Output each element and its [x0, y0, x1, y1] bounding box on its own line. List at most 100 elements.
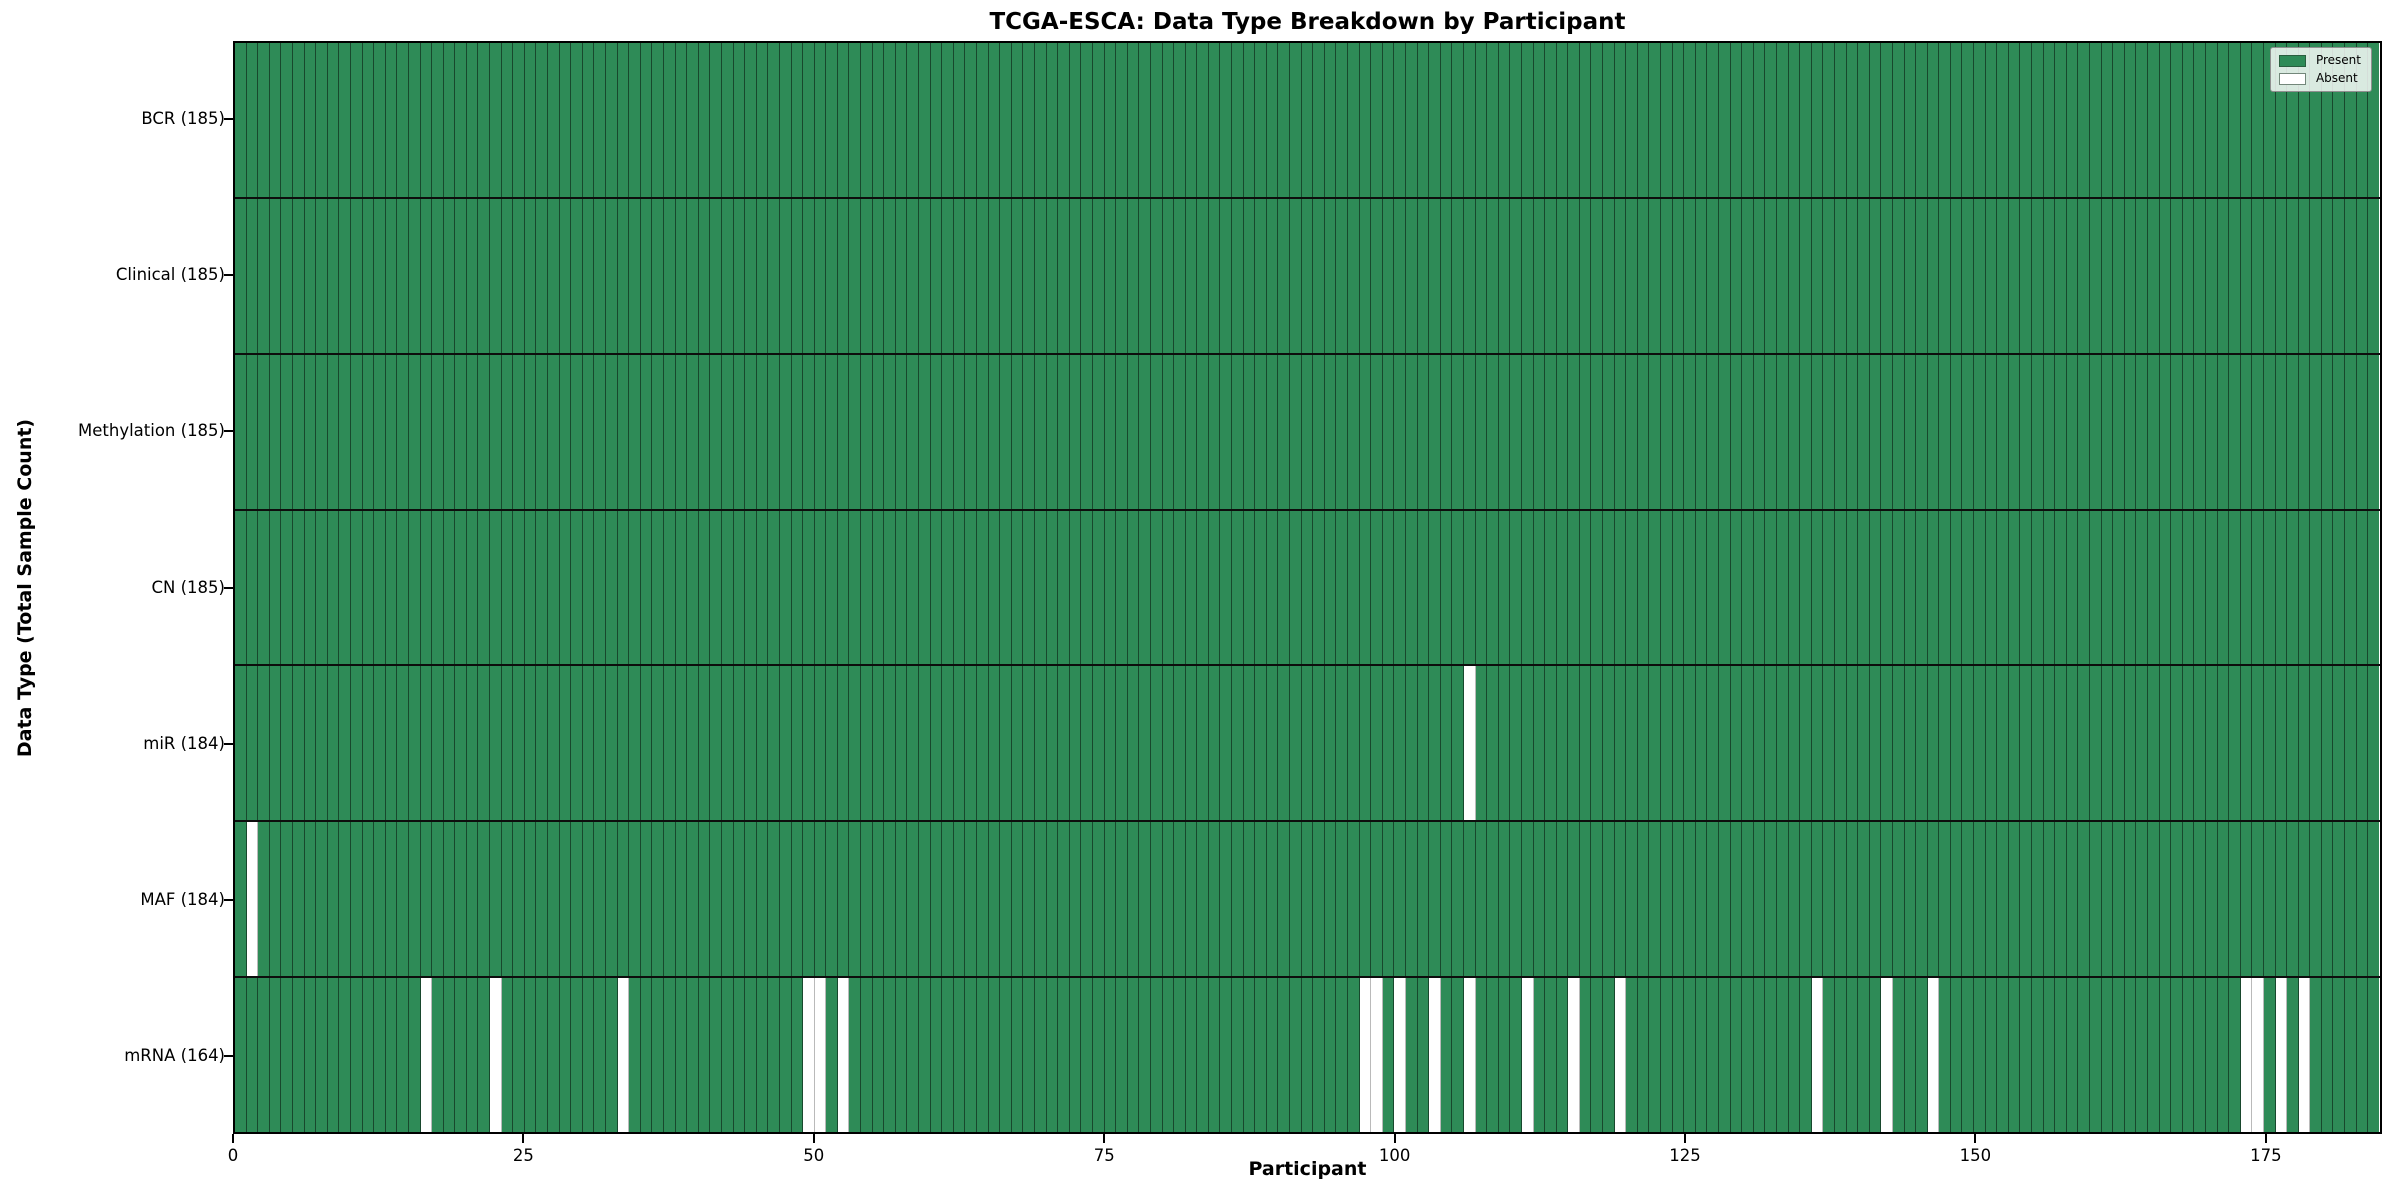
- heatmap-cell: [2368, 978, 2379, 1133]
- heatmap-cell: [1614, 43, 1627, 197]
- heatmap-cell: [1475, 198, 1488, 353]
- heatmap-cell: [1811, 510, 1824, 665]
- heatmap-cell: [1475, 510, 1488, 665]
- heatmap-cell: [1637, 510, 1650, 665]
- heatmap-cell: [2229, 510, 2241, 665]
- heatmap-cell: [1336, 354, 1348, 509]
- heatmap-cell: [2368, 666, 2379, 821]
- x-tick-label: 150: [1959, 1146, 1992, 1165]
- heatmap-cell: [1753, 43, 1766, 197]
- heatmap-cell: [1545, 510, 1557, 665]
- heatmap-cell: [1382, 354, 1395, 509]
- heatmap-cell: [455, 198, 467, 353]
- heatmap-cell: [420, 510, 433, 665]
- heatmap-cell: [1185, 822, 1198, 977]
- heatmap-cell: [1498, 510, 1511, 665]
- heatmap-cell: [1695, 822, 1708, 977]
- heatmap-cell: [582, 354, 595, 509]
- heatmap-cell: [1892, 198, 1905, 353]
- heatmap-cell: [1208, 666, 1221, 821]
- heatmap-cell: [977, 510, 989, 665]
- heatmap-cell: [1440, 43, 1453, 197]
- heatmap-cell: [1046, 510, 1059, 665]
- heatmap-cell: [617, 510, 630, 665]
- heatmap-cell: [2182, 666, 2195, 821]
- heatmap-cell: [2090, 510, 2102, 665]
- heatmap-cell: [1104, 978, 1117, 1133]
- heatmap-cell: [837, 43, 850, 197]
- heatmap-cell: [1649, 354, 1662, 509]
- heatmap-cell: [1348, 510, 1360, 665]
- heatmap-cell: [687, 822, 699, 977]
- heatmap-cell: [1950, 354, 1963, 509]
- x-tick-label: 125: [1669, 1146, 1701, 1165]
- heatmap-cell: [1058, 510, 1070, 665]
- heatmap-cell: [2252, 666, 2264, 821]
- heatmap-cell: [2298, 822, 2311, 977]
- heatmap-cell: [1023, 666, 1035, 821]
- heatmap-cell: [837, 198, 850, 353]
- heatmap-cell: [1487, 978, 1499, 1133]
- heatmap-cell: [1521, 822, 1534, 977]
- heatmap-cell: [339, 978, 351, 1133]
- heatmap-cell: [1985, 822, 1998, 977]
- heatmap-cell: [1162, 510, 1175, 665]
- heatmap-cell: [548, 666, 560, 821]
- heatmap-cell: [1266, 666, 1279, 821]
- heatmap-cell: [1081, 354, 1093, 509]
- y-tick-label: Methylation (185): [78, 421, 225, 441]
- heatmap-cell: [350, 510, 363, 665]
- heatmap-cell: [2055, 978, 2067, 1133]
- heatmap-cell: [1232, 510, 1244, 665]
- heatmap-cell: [1985, 978, 1998, 1133]
- heatmap-cell: [1127, 510, 1140, 665]
- heatmap-cell: [652, 510, 664, 665]
- heatmap-cell: [1591, 354, 1604, 509]
- heatmap-cell: [675, 354, 688, 509]
- heatmap-cell: [687, 198, 699, 353]
- heatmap-cell: [1405, 198, 1418, 353]
- heatmap-cell: [1545, 43, 1557, 197]
- heatmap-cell: [478, 43, 491, 197]
- heatmap-cell: [1834, 510, 1847, 665]
- heatmap-cell: [1232, 666, 1244, 821]
- heatmap-cell: [1962, 978, 1975, 1133]
- heatmap-cell: [2032, 978, 2044, 1133]
- heatmap-cell: [432, 43, 444, 197]
- heatmap-cell: [640, 666, 653, 821]
- heatmap-cell: [258, 354, 270, 509]
- heatmap-cell: [374, 354, 386, 509]
- heatmap-cell: [2217, 666, 2230, 821]
- heatmap-cell: [1498, 666, 1511, 821]
- heatmap-cell: [1707, 978, 1719, 1133]
- heatmap-cell: [1579, 43, 1592, 197]
- heatmap-cell: [594, 198, 606, 353]
- heatmap-cell: [1916, 822, 1928, 977]
- heatmap-cell: [2171, 666, 2183, 821]
- heatmap-cell: [1069, 354, 1082, 509]
- heatmap-cell: [466, 822, 479, 977]
- heatmap-cell: [385, 43, 398, 197]
- heatmap-cell: [1892, 354, 1905, 509]
- heatmap-cell: [1104, 666, 1117, 821]
- heatmap-cell: [1359, 822, 1372, 977]
- heatmap-cell: [513, 198, 525, 353]
- heatmap-cell: [2229, 354, 2241, 509]
- heatmap-cell: [501, 43, 514, 197]
- heatmap-cell: [420, 43, 433, 197]
- heatmap-cell: [1440, 822, 1453, 977]
- heatmap-cell: [2043, 354, 2056, 509]
- heatmap-cell: [826, 666, 838, 821]
- heatmap-cell: [640, 198, 653, 353]
- heatmap-cell: [501, 354, 514, 509]
- heatmap-cell: [536, 510, 549, 665]
- heatmap-cell: [2263, 198, 2276, 353]
- heatmap-cell: [710, 666, 722, 821]
- heatmap-cell: [2124, 510, 2137, 665]
- heatmap-cell: [1719, 978, 1731, 1133]
- heatmap-cell: [652, 822, 664, 977]
- heatmap-cell: [977, 43, 989, 197]
- heatmap-cell: [1000, 822, 1012, 977]
- heatmap-cell: [1336, 43, 1348, 197]
- heatmap-cell: [1220, 198, 1233, 353]
